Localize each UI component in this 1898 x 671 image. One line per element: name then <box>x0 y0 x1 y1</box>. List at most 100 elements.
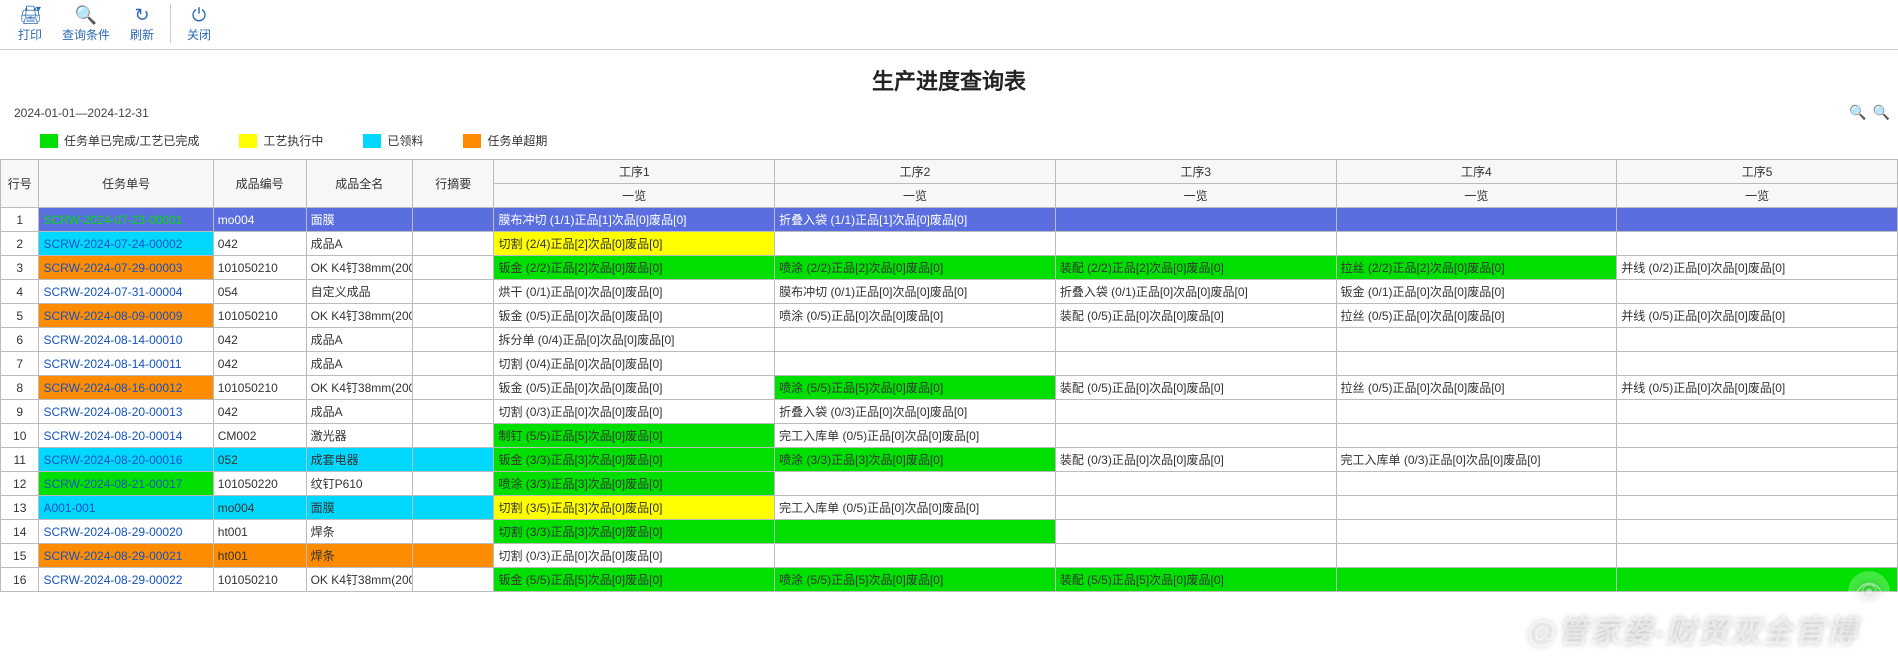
product-code: mo004 <box>213 496 306 520</box>
column-header[interactable]: 行摘要 <box>412 160 493 208</box>
row-number: 2 <box>1 232 39 256</box>
table-row[interactable]: 13A001-001mo004面膜切割 (3/5)正品[3]次品[0]废品[0]… <box>1 496 1898 520</box>
process-cell <box>1617 448 1898 472</box>
process-cell: 喷涂 (0/5)正品[0]次品[0]废品[0] <box>775 304 1056 328</box>
table-row[interactable]: 12SCRW-2024-08-21-00017101050220纹钉P610喷涂… <box>1 472 1898 496</box>
process-cell <box>1055 496 1336 520</box>
table-row[interactable]: 11SCRW-2024-08-20-00016052成套电器 钣金 (3/3)正品… <box>1 448 1898 472</box>
close-button[interactable]: ⏻关闭 <box>177 2 221 45</box>
task-number-link[interactable]: SCRW-2024-07-31-00004 <box>39 280 213 304</box>
legend-label: 工艺执行中 <box>263 132 323 149</box>
task-number-link[interactable]: SCRW-2024-07-29-00003 <box>39 256 213 280</box>
print-icon: 🖨 ▾ <box>19 4 41 26</box>
table-row[interactable]: 16SCRW-2024-08-29-00022101050210OK K4钉38… <box>1 568 1898 592</box>
row-number: 11 <box>1 448 39 472</box>
task-number-link[interactable]: SCRW-2024-08-14-00010 <box>39 328 213 352</box>
row-summary <box>412 568 493 592</box>
table-row[interactable]: 9SCRW-2024-08-20-00013042成品A切割 (0/3)正品[0… <box>1 400 1898 424</box>
table-row[interactable]: 2SCRW-2024-07-24-00002042成品A切割 (2/4)正品[2… <box>1 232 1898 256</box>
product-code: 101050220 <box>213 472 306 496</box>
process-cell <box>1055 472 1336 496</box>
table-row[interactable]: 10SCRW-2024-08-20-00014CM002激光器制钉 (5/5)正… <box>1 424 1898 448</box>
process-cell <box>1617 208 1898 232</box>
table-body: 1SCRW-2024-07-23-00001mo004面膜膜布冲切 (1/1)正… <box>1 208 1898 592</box>
query-button[interactable]: 🔍查询条件 <box>52 2 120 45</box>
task-number-link[interactable]: SCRW-2024-08-20-00014 <box>39 424 213 448</box>
row-summary <box>412 256 493 280</box>
table-row[interactable]: 14SCRW-2024-08-29-00020ht001焊条切割 (3/3)正品… <box>1 520 1898 544</box>
task-number-link[interactable]: A001-001 <box>39 496 213 520</box>
task-number-link[interactable]: SCRW-2024-08-16-00012 <box>39 376 213 400</box>
page-title: 生产进度查询表 <box>0 64 1898 96</box>
task-number-link[interactable]: SCRW-2024-08-09-00009 <box>39 304 213 328</box>
table-row[interactable]: 1SCRW-2024-07-23-00001mo004面膜膜布冲切 (1/1)正… <box>1 208 1898 232</box>
task-number-link[interactable]: SCRW-2024-08-20-00016 <box>39 448 213 472</box>
product-name: 面膜 <box>306 496 412 520</box>
close-label: 关闭 <box>187 26 211 43</box>
print-button[interactable]: 🖨 ▾打印 <box>8 2 52 45</box>
process-cell: 折叠入袋 (1/1)正品[1]次品[0]废品[0] <box>775 208 1056 232</box>
product-code: 052 <box>213 448 306 472</box>
table-row[interactable]: 15SCRW-2024-08-29-00021ht001焊条切割 (0/3)正品… <box>1 544 1898 568</box>
zoom-in-icon[interactable]: 🔍 <box>1849 104 1866 121</box>
process-cell <box>1055 328 1336 352</box>
task-number-link[interactable]: SCRW-2024-08-21-00017 <box>39 472 213 496</box>
process-cell: 并线 (0/2)正品[0]次品[0]废品[0] <box>1617 256 1898 280</box>
refresh-button[interactable]: ↻刷新 <box>120 2 164 45</box>
table-row[interactable]: 3SCRW-2024-07-29-00003101050210OK K4钉38m… <box>1 256 1898 280</box>
process-cell: 并线 (0/5)正品[0]次品[0]废品[0] <box>1617 304 1898 328</box>
column-header[interactable]: 一览 <box>494 184 775 208</box>
process-cell <box>1336 544 1617 568</box>
legend: 任务单已完成/工艺已完成工艺执行中已领料任务单超期 <box>0 128 1898 159</box>
product-name: 纹钉P610 <box>306 472 412 496</box>
table-row[interactable]: 7SCRW-2024-08-14-00011042成品A切割 (0/4)正品[0… <box>1 352 1898 376</box>
process-cell <box>1617 352 1898 376</box>
task-number-link[interactable]: SCRW-2024-08-14-00011 <box>39 352 213 376</box>
column-header[interactable]: 一览 <box>775 184 1056 208</box>
product-code: 042 <box>213 328 306 352</box>
process-cell: 切割 (0/3)正品[0]次品[0]废品[0] <box>494 544 775 568</box>
task-number-link[interactable]: SCRW-2024-08-29-00021 <box>39 544 213 568</box>
zoom-out-icon[interactable]: 🔍 <box>1873 104 1890 121</box>
column-header[interactable]: 成品编号 <box>213 160 306 208</box>
task-number-link[interactable]: SCRW-2024-07-23-00001 <box>39 208 213 232</box>
task-number-link[interactable]: SCRW-2024-07-24-00002 <box>39 232 213 256</box>
print-label: 打印 <box>18 26 42 43</box>
product-name: 成品A <box>306 352 412 376</box>
column-header[interactable]: 一览 <box>1617 184 1898 208</box>
column-header[interactable]: 行号 <box>1 160 39 208</box>
column-header[interactable]: 一览 <box>1055 184 1336 208</box>
row-number: 14 <box>1 520 39 544</box>
column-header[interactable]: 工序1 <box>494 160 775 184</box>
column-header[interactable]: 任务单号 <box>39 160 213 208</box>
table-row[interactable]: 6SCRW-2024-08-14-00010042成品A拆分单 (0/4)正品[… <box>1 328 1898 352</box>
dropdown-icon[interactable]: ▾ <box>36 4 41 15</box>
task-number-link[interactable]: SCRW-2024-08-29-00020 <box>39 520 213 544</box>
table-row[interactable]: 5SCRW-2024-08-09-00009101050210OK K4钉38m… <box>1 304 1898 328</box>
column-header[interactable]: 一览 <box>1336 184 1617 208</box>
column-header[interactable]: 成品全名 <box>306 160 412 208</box>
product-name: OK K4钉38mm(2000) <box>306 568 412 592</box>
process-cell <box>1055 400 1336 424</box>
process-cell <box>1336 400 1617 424</box>
column-header[interactable]: 工序3 <box>1055 160 1336 184</box>
process-cell <box>1055 424 1336 448</box>
process-cell: 折叠入袋 (0/3)正品[0]次品[0]废品[0] <box>775 400 1056 424</box>
product-code: CM002 <box>213 424 306 448</box>
process-cell: 装配 (5/5)正品[5]次品[0]废品[0] <box>1055 568 1336 592</box>
row-number: 9 <box>1 400 39 424</box>
task-number-link[interactable]: SCRW-2024-08-20-00013 <box>39 400 213 424</box>
row-summary <box>412 448 493 472</box>
task-number-link[interactable]: SCRW-2024-08-29-00022 <box>39 568 213 592</box>
process-cell <box>1617 520 1898 544</box>
product-name: OK K4钉38mm(2000) <box>306 376 412 400</box>
column-header[interactable]: 工序5 <box>1617 160 1898 184</box>
toolbar: 🖨 ▾打印🔍查询条件↻刷新⏻关闭 <box>0 0 1898 50</box>
product-name: 成套电器 <box>306 448 412 472</box>
process-cell: 钣金 (3/3)正品[3]次品[0]废品[0] <box>494 448 775 472</box>
table-row[interactable]: 4SCRW-2024-07-31-00004054自定义成品烘干 (0/1)正品… <box>1 280 1898 304</box>
process-cell <box>1336 520 1617 544</box>
column-header[interactable]: 工序2 <box>775 160 1056 184</box>
table-row[interactable]: 8SCRW-2024-08-16-00012101050210OK K4钉38m… <box>1 376 1898 400</box>
column-header[interactable]: 工序4 <box>1336 160 1617 184</box>
